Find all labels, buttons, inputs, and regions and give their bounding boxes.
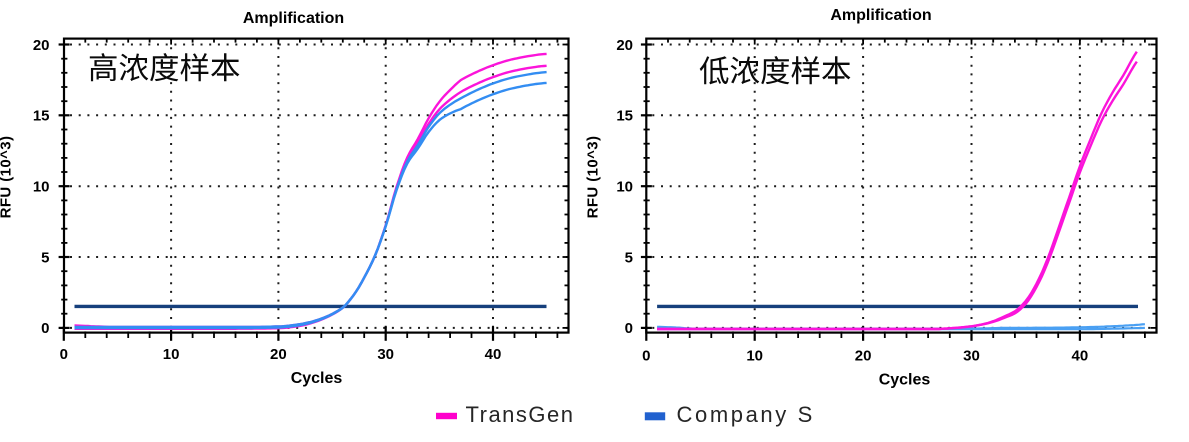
svg-text:15: 15 bbox=[33, 108, 50, 125]
svg-text:0: 0 bbox=[642, 348, 650, 365]
svg-text:5: 5 bbox=[625, 249, 633, 266]
svg-text:15: 15 bbox=[616, 108, 633, 125]
svg-text:RFU (10^3): RFU (10^3) bbox=[585, 136, 602, 219]
svg-text:Company S: Company S bbox=[677, 402, 815, 427]
svg-text:TransGen: TransGen bbox=[466, 402, 575, 427]
svg-text:40: 40 bbox=[1072, 348, 1089, 365]
svg-text:10: 10 bbox=[163, 346, 180, 363]
svg-text:0: 0 bbox=[625, 320, 633, 337]
svg-text:Amplification: Amplification bbox=[243, 10, 344, 27]
svg-text:5: 5 bbox=[41, 249, 49, 266]
svg-text:30: 30 bbox=[377, 346, 394, 363]
svg-text:20: 20 bbox=[270, 346, 287, 363]
svg-text:0: 0 bbox=[60, 346, 68, 363]
svg-text:10: 10 bbox=[33, 179, 50, 196]
svg-text:10: 10 bbox=[616, 179, 633, 196]
svg-text:20: 20 bbox=[855, 348, 872, 365]
svg-text:40: 40 bbox=[485, 346, 502, 363]
svg-text:Cycles: Cycles bbox=[879, 372, 931, 389]
svg-text:Cycles: Cycles bbox=[291, 370, 343, 387]
svg-text:0: 0 bbox=[41, 320, 49, 337]
svg-text:30: 30 bbox=[963, 348, 980, 365]
svg-text:RFU (10^3): RFU (10^3) bbox=[0, 136, 15, 219]
svg-text:20: 20 bbox=[33, 37, 50, 54]
svg-text:20: 20 bbox=[616, 37, 633, 54]
svg-text:Amplification: Amplification bbox=[830, 7, 931, 24]
svg-text:10: 10 bbox=[746, 348, 763, 365]
